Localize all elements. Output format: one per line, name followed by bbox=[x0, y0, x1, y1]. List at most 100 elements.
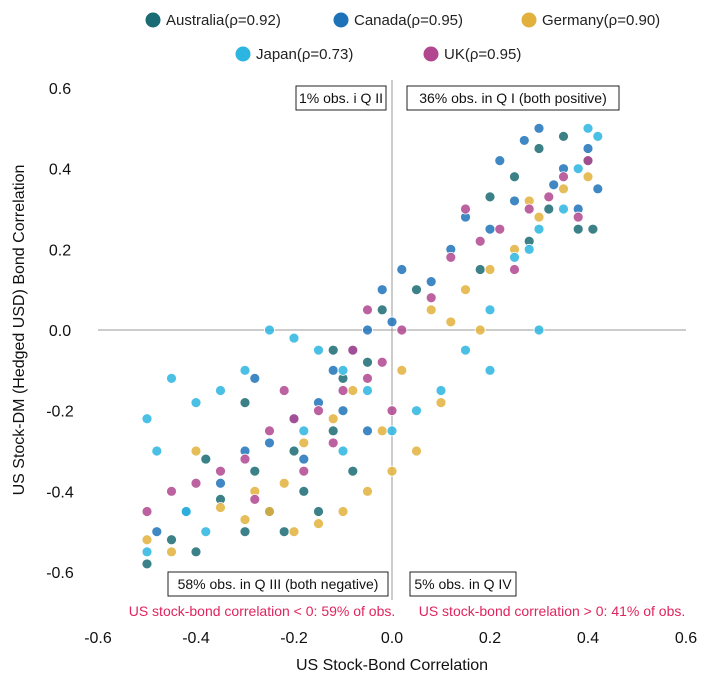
data-point bbox=[494, 223, 506, 235]
data-point bbox=[166, 372, 177, 384]
data-point bbox=[151, 445, 163, 457]
quadrant-ii-label-box bbox=[295, 85, 387, 111]
data-point bbox=[249, 372, 261, 384]
data-point bbox=[298, 425, 310, 437]
quadrant-ii-label: 1% obs. i Q II bbox=[299, 90, 383, 106]
data-point bbox=[376, 425, 388, 437]
y-tick-label: -0.2 bbox=[46, 404, 74, 421]
data-point bbox=[190, 477, 202, 489]
data-point bbox=[582, 171, 594, 183]
data-point bbox=[362, 304, 373, 316]
data-point bbox=[337, 405, 349, 417]
data-point bbox=[460, 203, 471, 215]
data-points bbox=[141, 122, 604, 570]
data-point bbox=[582, 155, 594, 167]
quadrant-i-label: 36% obs. in Q I (both positive) bbox=[419, 90, 607, 106]
legend-label: Australia(ρ=0.92) bbox=[166, 12, 281, 29]
data-point bbox=[288, 526, 300, 538]
data-point bbox=[558, 130, 569, 142]
data-point bbox=[484, 364, 496, 376]
legend-label: UK(ρ=0.95) bbox=[444, 46, 521, 63]
data-point bbox=[239, 514, 251, 525]
data-point bbox=[298, 485, 310, 497]
x-tick-label: -0.2 bbox=[280, 630, 308, 647]
data-point bbox=[190, 397, 202, 409]
data-point bbox=[362, 425, 373, 437]
data-point bbox=[509, 264, 520, 275]
data-point bbox=[411, 445, 422, 457]
data-point bbox=[533, 223, 545, 235]
legend-marker bbox=[423, 46, 439, 62]
legend-marker bbox=[333, 12, 349, 28]
data-point bbox=[278, 477, 290, 489]
data-point bbox=[460, 344, 471, 356]
data-point bbox=[543, 203, 555, 215]
x-tick-label: 0.2 bbox=[479, 630, 501, 647]
data-point bbox=[362, 385, 373, 396]
data-point bbox=[386, 405, 398, 417]
data-point bbox=[425, 304, 437, 316]
data-point bbox=[533, 143, 545, 154]
data-point bbox=[376, 304, 388, 316]
data-point bbox=[509, 195, 520, 207]
data-point bbox=[298, 453, 310, 465]
data-point bbox=[445, 316, 457, 328]
data-point bbox=[264, 506, 275, 517]
quadrant-iv-label: 5% obs. in Q IV bbox=[414, 576, 512, 592]
y-tick-label: 0.0 bbox=[49, 323, 71, 340]
data-point bbox=[215, 385, 226, 396]
data-point bbox=[264, 324, 275, 336]
data-point bbox=[278, 526, 290, 538]
data-point bbox=[474, 264, 486, 275]
data-point bbox=[484, 264, 496, 275]
data-point bbox=[215, 465, 226, 477]
x-tick-label: -0.6 bbox=[84, 630, 112, 647]
data-point bbox=[509, 171, 520, 183]
quadrant-labels: 1% obs. i Q II 36% obs. in Q I (both posi… bbox=[167, 85, 620, 597]
data-point bbox=[239, 364, 251, 376]
data-point bbox=[141, 546, 153, 558]
data-point bbox=[313, 518, 324, 529]
axes bbox=[98, 80, 686, 600]
data-point bbox=[582, 122, 594, 134]
data-point bbox=[327, 413, 339, 425]
data-point bbox=[484, 191, 496, 203]
data-point bbox=[347, 385, 359, 396]
data-point bbox=[298, 437, 310, 449]
data-point bbox=[180, 506, 192, 517]
x-tick-label: 0.6 bbox=[675, 630, 697, 647]
data-point bbox=[190, 546, 202, 558]
data-point bbox=[533, 324, 545, 336]
data-point bbox=[347, 465, 359, 477]
data-point bbox=[386, 425, 398, 437]
data-point bbox=[362, 324, 373, 336]
data-point bbox=[509, 251, 520, 263]
y-tick-label: -0.6 bbox=[46, 565, 74, 582]
data-point bbox=[264, 425, 275, 437]
data-point bbox=[141, 413, 153, 425]
data-point bbox=[425, 292, 437, 304]
data-point bbox=[533, 211, 545, 223]
data-point bbox=[494, 155, 506, 167]
data-point bbox=[337, 445, 349, 457]
data-point bbox=[264, 437, 275, 449]
legend-marker bbox=[145, 12, 161, 28]
data-point bbox=[288, 445, 300, 457]
quadrant-iv-label-box bbox=[409, 571, 517, 597]
data-point bbox=[484, 304, 496, 316]
data-point bbox=[558, 183, 569, 195]
data-point bbox=[200, 526, 212, 538]
x-axis-title: US Stock-Bond Correlation bbox=[296, 657, 488, 674]
data-point bbox=[215, 477, 226, 489]
data-point bbox=[298, 465, 310, 477]
data-point bbox=[288, 413, 300, 425]
data-point bbox=[313, 405, 324, 417]
legend-marker bbox=[235, 46, 251, 62]
data-point bbox=[474, 324, 486, 336]
tick-labels: -0.6 -0.4 -0.2 0.0 0.2 0.4 0.6 0.6 0.4 0.2 0.0 -0.2… bbox=[46, 81, 697, 647]
data-point bbox=[411, 284, 422, 296]
data-point bbox=[572, 163, 584, 175]
legend-label: Canada(ρ=0.95) bbox=[354, 12, 463, 29]
data-point bbox=[587, 223, 599, 235]
legend-marker bbox=[521, 12, 537, 28]
